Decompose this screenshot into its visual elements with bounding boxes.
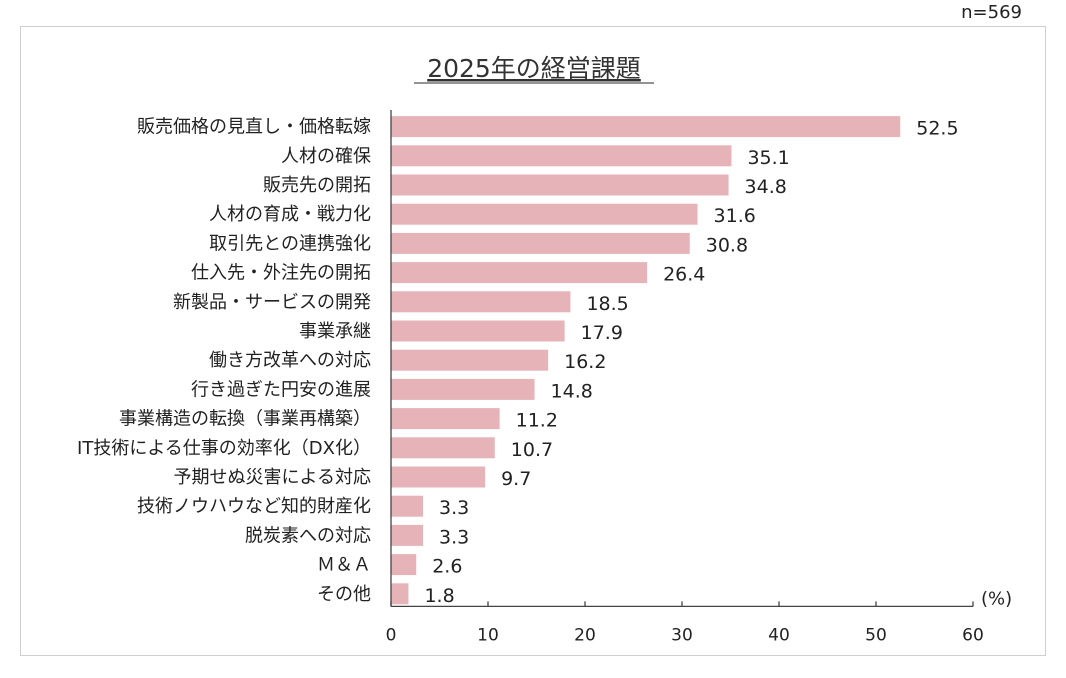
category-label: 行き過ぎた円安の進展	[191, 379, 371, 400]
x-tick-label: 30	[671, 625, 693, 645]
category-label: 働き方改革への対応	[209, 350, 371, 371]
value-label: 30.8	[706, 234, 748, 256]
value-label: 34.8	[745, 176, 787, 198]
bar	[391, 320, 565, 342]
value-label: 35.1	[747, 147, 789, 169]
chart-frame: 2025年の経営課題 販売価格の見直し・価格転嫁 52.5 人材の確保 35.1 販売先…	[20, 26, 1046, 656]
category-label: 事業承継	[299, 321, 371, 342]
category-label: 販売先の開拓	[263, 175, 371, 196]
value-label: 52.5	[916, 118, 958, 140]
unit-label: (%)	[981, 588, 1012, 609]
x-tick-label: 10	[477, 625, 499, 645]
x-tick-label: 50	[865, 625, 887, 645]
bar	[391, 466, 486, 488]
bar	[391, 203, 698, 225]
value-label: 16.2	[564, 351, 606, 373]
category-label: 新製品・サービスの開発	[173, 292, 371, 313]
bar	[391, 554, 417, 576]
category-label: 販売価格の見直し・価格転嫁	[137, 117, 371, 138]
category-label: 仕入先・外注先の開拓	[191, 263, 371, 284]
bar	[391, 174, 729, 196]
bar	[391, 262, 648, 284]
category-label: Ｍ＆Ａ	[317, 555, 371, 576]
category-label: 取引先との連携強化	[209, 233, 371, 254]
axis-layer: 0 10 20 30 40 50 60 (%)	[386, 110, 1012, 645]
value-label: 10.7	[511, 439, 553, 461]
category-label: 事業構造の転換（事業再構築）	[119, 409, 371, 430]
bar	[391, 145, 732, 167]
category-label: 技術ノウハウなど知的財産化	[137, 496, 371, 517]
bar	[391, 291, 571, 313]
bar	[391, 378, 535, 400]
sample-size: n=569	[961, 2, 1022, 23]
category-label: 脱炭素への対応	[245, 525, 371, 546]
value-label: 26.4	[663, 264, 705, 286]
value-label: 9.7	[501, 468, 531, 490]
bar	[391, 583, 409, 605]
x-tick-label: 60	[962, 625, 984, 645]
bar	[391, 524, 424, 546]
bar	[391, 116, 901, 138]
bars-layer: 販売価格の見直し・価格転嫁 52.5 人材の確保 35.1 販売先の開拓 34.8 人材の育…	[77, 116, 959, 607]
bar	[391, 495, 424, 517]
bar	[391, 232, 690, 254]
category-label: 予期せぬ災害による対応	[174, 467, 371, 488]
category-label: 人材の育成・戦力化	[209, 204, 371, 225]
value-label: 2.6	[432, 556, 462, 578]
value-label: 17.9	[581, 322, 623, 344]
value-label: 3.3	[439, 497, 469, 519]
value-label: 3.3	[439, 526, 469, 548]
x-tick-label: 20	[574, 625, 596, 645]
chart-title: 2025年の経営課題	[427, 54, 641, 83]
value-label: 31.6	[714, 205, 756, 227]
value-label: 18.5	[586, 293, 628, 315]
bar	[391, 349, 549, 371]
x-tick-label: 40	[768, 625, 790, 645]
category-label: その他	[317, 584, 371, 605]
category-label: 人材の確保	[281, 146, 371, 167]
value-label: 14.8	[551, 380, 593, 402]
bar	[391, 437, 495, 459]
bar	[391, 408, 500, 430]
bar-chart: 2025年の経営課題 販売価格の見直し・価格転嫁 52.5 人材の確保 35.1 販売先…	[77, 54, 1012, 645]
category-label: IT技術による仕事の効率化（DX化）	[77, 438, 371, 459]
value-label: 1.8	[424, 585, 454, 607]
x-tick-label: 0	[386, 625, 397, 645]
value-label: 11.2	[516, 410, 558, 432]
